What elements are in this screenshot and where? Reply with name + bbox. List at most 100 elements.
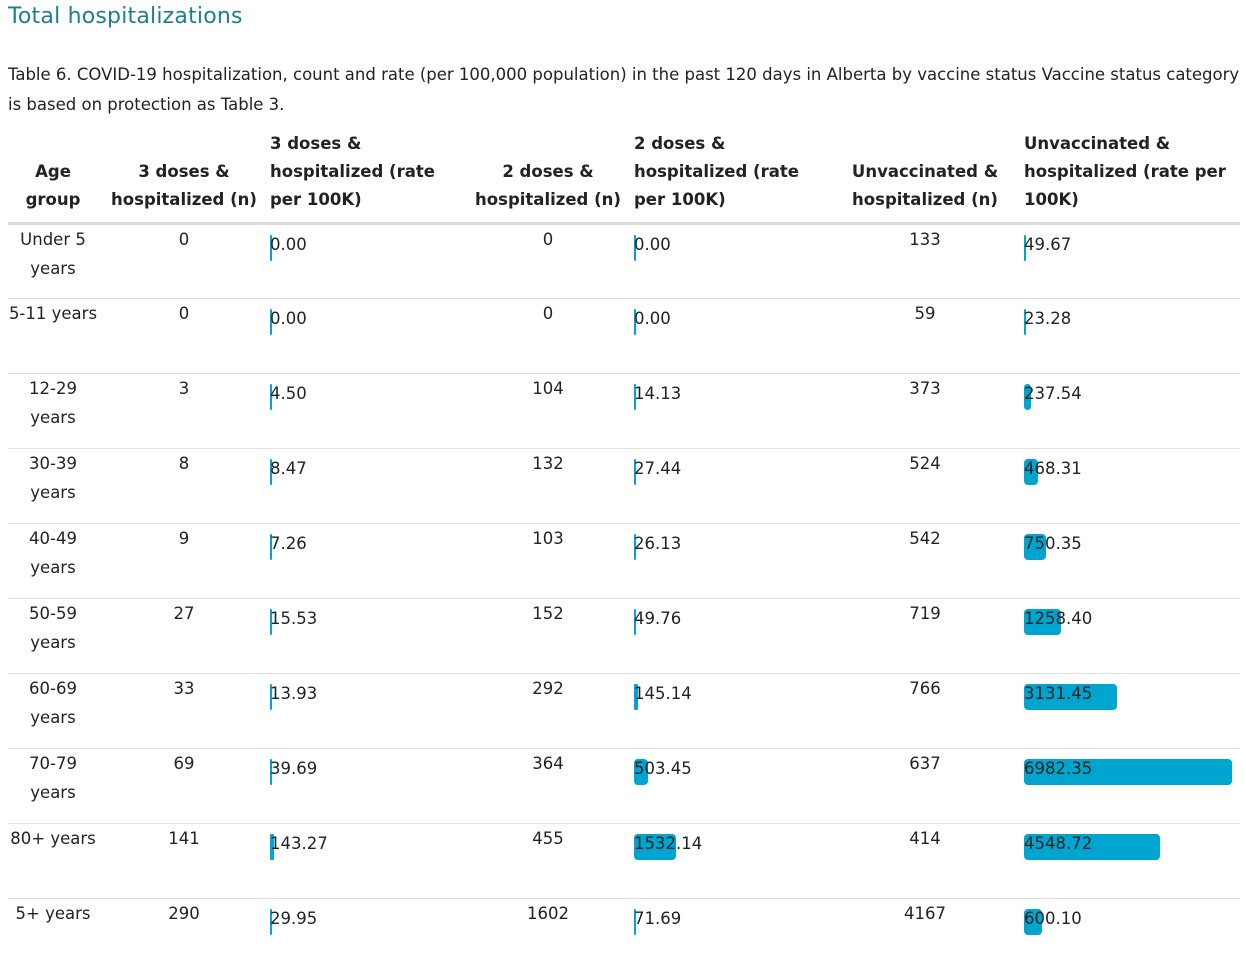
cell-2-doses-rate: 0.00 xyxy=(634,223,826,299)
cell-3-doses-count-text: 0 xyxy=(178,230,190,249)
cell-age-group: 80+ years xyxy=(8,823,98,899)
rate-value: 468.31 xyxy=(1024,459,1082,478)
cell-3-doses-count-text: 0 xyxy=(178,304,190,323)
rate-bar xyxy=(634,684,638,710)
cell-unvaccinated-rate: 468.31 xyxy=(1024,448,1240,524)
rate-bar xyxy=(634,534,636,560)
table-row: 40-49 years 9 7.26 103 26.13 542 750.35 xyxy=(8,523,1240,599)
rate-bar xyxy=(634,235,636,261)
rate-bar xyxy=(1024,834,1160,860)
cell-unvaccinated-count: 524 xyxy=(826,448,1024,524)
cell-2-doses-count-text: 1602 xyxy=(527,904,569,923)
rate-value: 27.44 xyxy=(634,459,682,478)
cell-2-doses-count-text: 0 xyxy=(542,230,554,249)
cell-unvaccinated-count: 414 xyxy=(826,823,1024,899)
rate-bar xyxy=(270,759,272,785)
cell-3-doses-rate: 29.95 xyxy=(270,899,462,974)
cell-3-doses-count: 8 xyxy=(98,448,270,524)
cell-3-doses-count-text: 27 xyxy=(173,604,195,623)
rate-bar xyxy=(1024,384,1032,410)
cell-age-group: 50-59 years xyxy=(8,598,98,674)
rate-value: 23.28 xyxy=(1024,309,1072,328)
cell-3-doses-count: 33 xyxy=(98,673,270,749)
table-row: 80+ years 141 143.27 455 1532.14 414 4548.72 xyxy=(8,823,1240,899)
cell-unvaccinated-count-text: 414 xyxy=(909,829,941,848)
rate-bar xyxy=(1024,609,1062,635)
cell-3-doses-rate: 15.53 xyxy=(270,598,462,674)
cell-3-doses-count: 290 xyxy=(98,899,270,974)
rate-value: 1258.40 xyxy=(1024,609,1093,628)
rate-bar xyxy=(270,309,272,335)
rate-bar xyxy=(270,459,272,485)
cell-2-doses-count: 1602 xyxy=(462,899,634,974)
cell-unvaccinated-count-text: 766 xyxy=(909,679,941,698)
cell-age-group-text: Under 5 years xyxy=(20,230,86,278)
cell-2-doses-rate: 71.69 xyxy=(634,899,826,974)
table-row: 60-69 years 33 13.93 292 145.14 766 3131.45 xyxy=(8,673,1240,749)
cell-2-doses-count: 104 xyxy=(462,373,634,449)
header-unvaccinated-count[interactable]: Unvaccinated & hospitalized (n) xyxy=(826,130,1024,225)
rate-bar xyxy=(634,909,636,935)
rate-value: 1532.14 xyxy=(634,834,703,853)
header-2-doses-rate[interactable]: 2 doses & hospitalized (rate per 100K) xyxy=(634,130,826,225)
cell-age-group-text: 50-59 years xyxy=(29,604,77,652)
rate-bar xyxy=(1024,759,1232,785)
rate-bar xyxy=(270,834,274,860)
cell-unvaccinated-count-text: 524 xyxy=(909,454,941,473)
cell-3-doses-count-text: 3 xyxy=(178,379,190,398)
cell-unvaccinated-count-text: 719 xyxy=(909,604,941,623)
rate-value: 14.13 xyxy=(634,384,682,403)
table-header-row: Age group 3 doses & hospitalized (n) 3 d… xyxy=(8,130,1240,225)
cell-age-group-text: 60-69 years xyxy=(29,679,77,727)
rate-value: 29.95 xyxy=(270,909,318,928)
rate-bar xyxy=(270,534,272,560)
cell-unvaccinated-rate: 750.35 xyxy=(1024,523,1240,599)
cell-2-doses-count-text: 132 xyxy=(532,454,564,473)
cell-unvaccinated-rate: 3131.45 xyxy=(1024,673,1240,749)
header-unvaccinated-rate[interactable]: Unvaccinated & hospitalized (rate per 10… xyxy=(1024,130,1240,225)
cell-3-doses-count-text: 8 xyxy=(178,454,190,473)
cell-age-group-text: 5-11 years xyxy=(8,304,98,323)
cell-unvaccinated-count-text: 4167 xyxy=(904,904,946,923)
header-3-doses-rate[interactable]: 3 doses & hospitalized (rate per 100K) xyxy=(270,130,462,225)
cell-3-doses-count: 0 xyxy=(98,223,270,299)
cell-unvaccinated-count: 373 xyxy=(826,373,1024,449)
header-age-group[interactable]: Age group xyxy=(8,130,98,225)
cell-unvaccinated-count: 59 xyxy=(826,298,1024,374)
cell-3-doses-count-text: 9 xyxy=(178,529,190,548)
cell-2-doses-count: 0 xyxy=(462,223,634,299)
cell-2-doses-count-text: 152 xyxy=(532,604,564,623)
cell-2-doses-rate: 27.44 xyxy=(634,448,826,524)
rate-value: 143.27 xyxy=(270,834,328,853)
cell-unvaccinated-count: 133 xyxy=(826,223,1024,299)
cell-2-doses-rate: 1532.14 xyxy=(634,823,826,899)
rate-bar xyxy=(634,834,677,860)
cell-unvaccinated-rate: 1258.40 xyxy=(1024,598,1240,674)
cell-age-group-text: 80+ years xyxy=(10,829,96,848)
cell-age-group-text: 30-39 years xyxy=(29,454,77,502)
cell-2-doses-rate: 503.45 xyxy=(634,748,826,824)
rate-value: 39.69 xyxy=(270,759,318,778)
cell-3-doses-count: 141 xyxy=(98,823,270,899)
cell-2-doses-count-text: 0 xyxy=(542,304,554,323)
cell-age-group: 60-69 years xyxy=(8,673,98,749)
header-2-doses-count[interactable]: 2 doses & hospitalized (n) xyxy=(462,130,634,225)
cell-3-doses-count: 3 xyxy=(98,373,270,449)
cell-3-doses-rate: 0.00 xyxy=(270,298,462,374)
cell-unvaccinated-count: 637 xyxy=(826,748,1024,824)
cell-age-group-text: 40-49 years xyxy=(29,529,77,577)
cell-3-doses-rate: 7.26 xyxy=(270,523,462,599)
cell-3-doses-rate: 0.00 xyxy=(270,223,462,299)
cell-2-doses-rate: 26.13 xyxy=(634,523,826,599)
cell-2-doses-rate: 14.13 xyxy=(634,373,826,449)
cell-3-doses-count: 9 xyxy=(98,523,270,599)
rate-value: 26.13 xyxy=(634,534,682,553)
table-row: 50-59 years 27 15.53 152 49.76 719 1258.40 xyxy=(8,598,1240,674)
header-3-doses-count[interactable]: 3 doses & hospitalized (n) xyxy=(98,130,270,225)
rate-value: 4548.72 xyxy=(1024,834,1093,853)
rate-value: 237.54 xyxy=(1024,384,1082,403)
rate-value: 4.50 xyxy=(270,384,307,403)
rate-bar xyxy=(634,459,636,485)
cell-3-doses-count-text: 290 xyxy=(168,904,200,923)
rate-value: 6982.35 xyxy=(1024,759,1093,778)
